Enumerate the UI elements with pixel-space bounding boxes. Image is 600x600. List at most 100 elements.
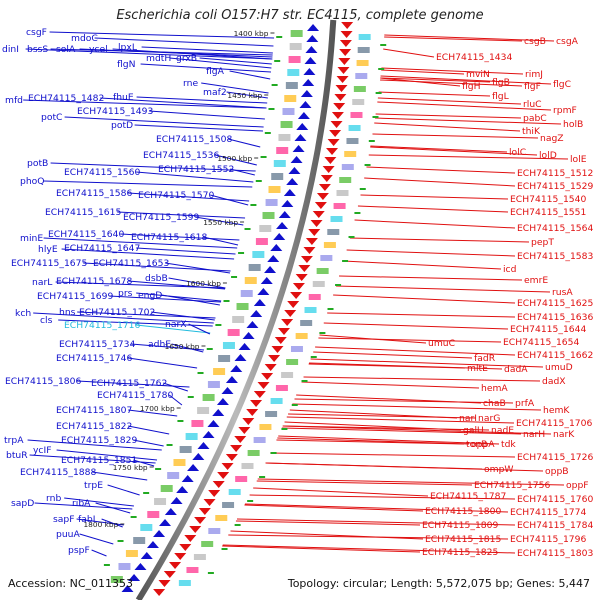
gene-label[interactable]: mdoC [71,33,98,44]
gene-label[interactable]: bssS [27,44,48,55]
gene-label[interactable]: solA [56,44,76,55]
gene-label[interactable]: lolC [509,147,526,158]
gene-label[interactable]: engD [138,290,162,301]
gene-label[interactable]: narI [459,413,477,424]
gene-label[interactable]: minE [20,233,43,244]
gene-label[interactable]: ECH74115_1552 [158,164,234,175]
gene-label[interactable]: ECH74115_1644 [510,324,586,335]
gene-label[interactable]: ECH74115_1851 [61,455,137,466]
gene-label[interactable]: rpmF [553,105,577,116]
gene-label[interactable]: ECH74115_1787 [430,491,506,502]
gene-label[interactable]: ECH74115_1482 [28,93,104,104]
gene-label[interactable]: ycIF [33,445,51,456]
gene-label[interactable]: ECH74115_1493 [77,106,153,117]
gene-label[interactable]: puuA [56,529,80,540]
gene-label[interactable]: ECH74115_1762 [91,378,167,389]
gene-label[interactable]: grxB [176,53,197,64]
gene-label[interactable]: fabI [78,514,95,525]
gene-label[interactable]: ECH74115_1536 [143,150,219,161]
gene-label[interactable]: ECH74115_1570 [138,190,214,201]
gene-label[interactable]: ECH74115_1888 [20,467,96,478]
gene-label[interactable]: flgF [524,81,541,92]
gene-label[interactable]: ECH74115_1780 [97,390,173,401]
gene-label[interactable]: ECH74115_1796 [510,534,586,545]
gene-label[interactable]: rusA [552,287,573,298]
gene-label[interactable]: galU [463,425,484,436]
gene-label[interactable]: ECH74115_1829 [61,435,137,446]
gene-label[interactable]: trpE [84,480,103,491]
gene-label[interactable]: pabC [523,113,547,124]
gene-label[interactable]: ECH74115_1675 [11,258,87,269]
gene-label[interactable]: ECH74115_1599 [123,212,199,223]
gene-label[interactable]: phoQ [20,176,45,187]
gene-label[interactable]: ECH74115_1636 [517,312,593,323]
gene-label[interactable]: chaB [483,398,506,409]
gene-label[interactable]: ECH74115_1699 [37,291,113,302]
gene-label[interactable]: narH [523,429,545,440]
gene-label[interactable]: csgB [524,36,546,47]
gene-label[interactable]: flgA [206,66,225,77]
gene-label[interactable]: ycel [89,44,108,55]
gene-label[interactable]: maf2 [203,87,227,98]
gene-label[interactable]: csgA [556,36,579,47]
gene-label[interactable]: ECH74115_1625 [517,298,593,309]
gene-label[interactable]: ECH74115_1662 [517,350,593,361]
gene-label[interactable]: ECH74115_1807 [56,405,132,416]
gene-label[interactable]: adhE [148,339,171,350]
gene-label[interactable]: rne [183,78,198,89]
gene-label[interactable]: lpxL [118,42,138,53]
gene-label[interactable]: ECH74115_1678 [56,276,132,287]
gene-label[interactable]: fadR [474,353,496,364]
gene-label[interactable]: ECH74115_1586 [56,188,132,199]
gene-label[interactable]: rnb [46,493,61,504]
gene-label[interactable]: ECH74115_1815 [425,534,501,545]
gene-label[interactable]: ECH74115_1653 [93,258,169,269]
gene-label[interactable]: dinI [2,44,19,55]
gene-label[interactable]: ECH74115_1784 [517,520,593,531]
gene-label[interactable]: ECH74115_1825 [422,547,498,558]
gene-label[interactable]: umuD [545,362,573,373]
gene-label[interactable]: hemA [481,383,508,394]
gene-label[interactable]: cls [40,315,53,326]
gene-label[interactable]: ECH74115_1647 [64,243,140,254]
gene-label[interactable]: flgN [117,59,136,70]
gene-label[interactable]: icd [503,264,516,275]
gene-label[interactable]: mdtH [146,53,171,64]
gene-label[interactable]: narK [553,429,575,440]
right-gene-labels[interactable]: csgB csgA ECH74115_1434 mviN rimJ flgH flgB flg… [422,36,593,559]
gene-label[interactable]: ECH74115_1615 [45,207,121,218]
gene-label[interactable]: ribA [72,498,91,509]
gene-label[interactable]: ECH74115_1512 [517,168,593,179]
gene-label[interactable]: flgL [492,91,510,102]
gene-label[interactable]: kch [15,308,31,319]
gene-label[interactable]: prs [118,288,133,299]
gene-label[interactable]: flgB [492,77,510,88]
gene-label[interactable]: ECH74115_1822 [56,421,132,432]
gene-label[interactable]: ECH74115_1800 [425,506,501,517]
gene-label[interactable]: ECH74115_1702 [79,307,155,318]
gene-label[interactable]: ECH74115_1756 [474,480,550,491]
gene-label[interactable]: dadA [504,364,528,375]
gene-label[interactable]: dsbB [145,273,168,284]
gene-label[interactable]: pspF [68,545,90,556]
gene-label[interactable]: fhuE [113,92,134,103]
gene-label[interactable]: ECH74115_1716 [64,320,140,331]
gene-label[interactable]: prfA [515,398,535,409]
gene-label[interactable]: potC [41,112,62,123]
gene-label[interactable]: ECH74115_1551 [510,207,586,218]
gene-label[interactable]: sapD [11,498,34,509]
gene-label[interactable]: ECH74115_1734 [59,339,135,350]
left-gene-labels[interactable]: csgF mdoC dinI bssS solA ycel lpxL flgN mdtH grxB… [2,27,234,556]
gene-label[interactable]: ECH74115_1774 [510,507,586,518]
gene-label[interactable]: ECH74115_1806 [5,376,81,387]
gene-label[interactable]: pepT [531,237,554,248]
gene-label[interactable]: ECH74115_1706 [516,418,592,429]
gene-label[interactable]: dadX [542,376,566,387]
gene-label[interactable]: flgC [553,79,571,90]
gene-label[interactable]: ECH74115_1508 [156,134,232,145]
gene-label[interactable]: narX [165,319,187,330]
gene-label[interactable]: mviN [466,69,490,80]
gene-label[interactable]: tonB [466,439,487,450]
gene-label[interactable]: oppB [545,466,569,477]
